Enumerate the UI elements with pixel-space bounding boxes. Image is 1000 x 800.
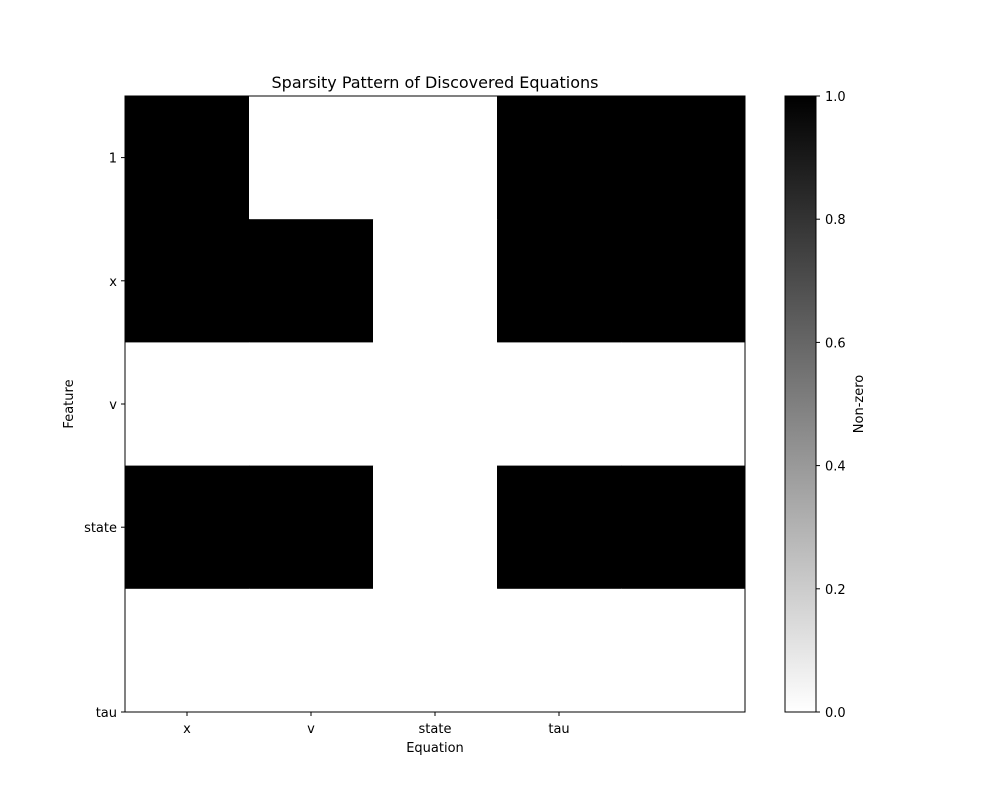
heatmap-cell — [125, 219, 250, 343]
heatmap-cell — [497, 96, 622, 220]
x-tick-label: v — [307, 722, 315, 737]
chart-title: Sparsity Pattern of Discovered Equations — [272, 73, 599, 92]
x-tick-label: tau — [548, 722, 569, 737]
heatmap-cell — [125, 465, 250, 590]
heatmap-cell — [373, 588, 498, 713]
heatmap-cell — [497, 219, 622, 343]
y-axis-ticks: 1 x v state tau — [84, 152, 125, 721]
heatmap-cell — [621, 342, 746, 467]
heatmap-cell — [621, 219, 746, 343]
y-axis-label: Feature — [62, 379, 77, 428]
heatmap-cell — [249, 588, 374, 713]
colorbar-tick-label: 0.0 — [825, 706, 846, 721]
colorbar-tick-label: 1.0 — [825, 90, 846, 105]
x-axis-ticks: x v state tau — [183, 712, 570, 737]
heatmap-cell — [249, 219, 374, 343]
heatmap-cell — [497, 342, 622, 467]
x-axis-label: Equation — [406, 741, 464, 756]
x-tick-label: state — [419, 722, 452, 737]
y-tick-label: x — [109, 275, 117, 290]
heatmap-cell — [125, 588, 250, 713]
colorbar-ticks: 0.0 0.2 0.4 0.6 0.8 1.0 — [816, 90, 846, 721]
colorbar-tick-label: 0.4 — [825, 460, 846, 475]
colorbar-label: Non-zero — [852, 375, 867, 433]
heatmap-cell — [621, 96, 746, 220]
heatmap-cell — [497, 588, 622, 713]
heatmap-cell — [125, 96, 250, 220]
heatmap-cell — [373, 96, 498, 220]
heatmap-cell — [249, 96, 374, 220]
colorbar-tick-label: 0.8 — [825, 213, 846, 228]
colorbar-tick-label: 0.6 — [825, 336, 846, 351]
heatmap-cell — [125, 342, 250, 467]
x-tick-label: x — [183, 722, 191, 737]
heatmap-cell — [373, 465, 498, 590]
heatmap-cell — [373, 219, 498, 343]
y-tick-label: state — [84, 521, 117, 536]
heatmap-cell — [249, 465, 374, 590]
heatmap-cell — [373, 342, 498, 467]
colorbar — [784, 95, 817, 713]
y-tick-label: 1 — [109, 152, 117, 167]
colorbar-tick-label: 0.2 — [825, 583, 846, 598]
heatmap-cell — [497, 465, 622, 590]
y-tick-label: tau — [96, 706, 117, 721]
y-tick-label: v — [109, 398, 117, 413]
heatmap-cells — [125, 96, 746, 713]
heatmap-cell — [621, 465, 746, 590]
heatmap-cell — [249, 342, 374, 467]
heatmap-cell — [621, 588, 746, 713]
